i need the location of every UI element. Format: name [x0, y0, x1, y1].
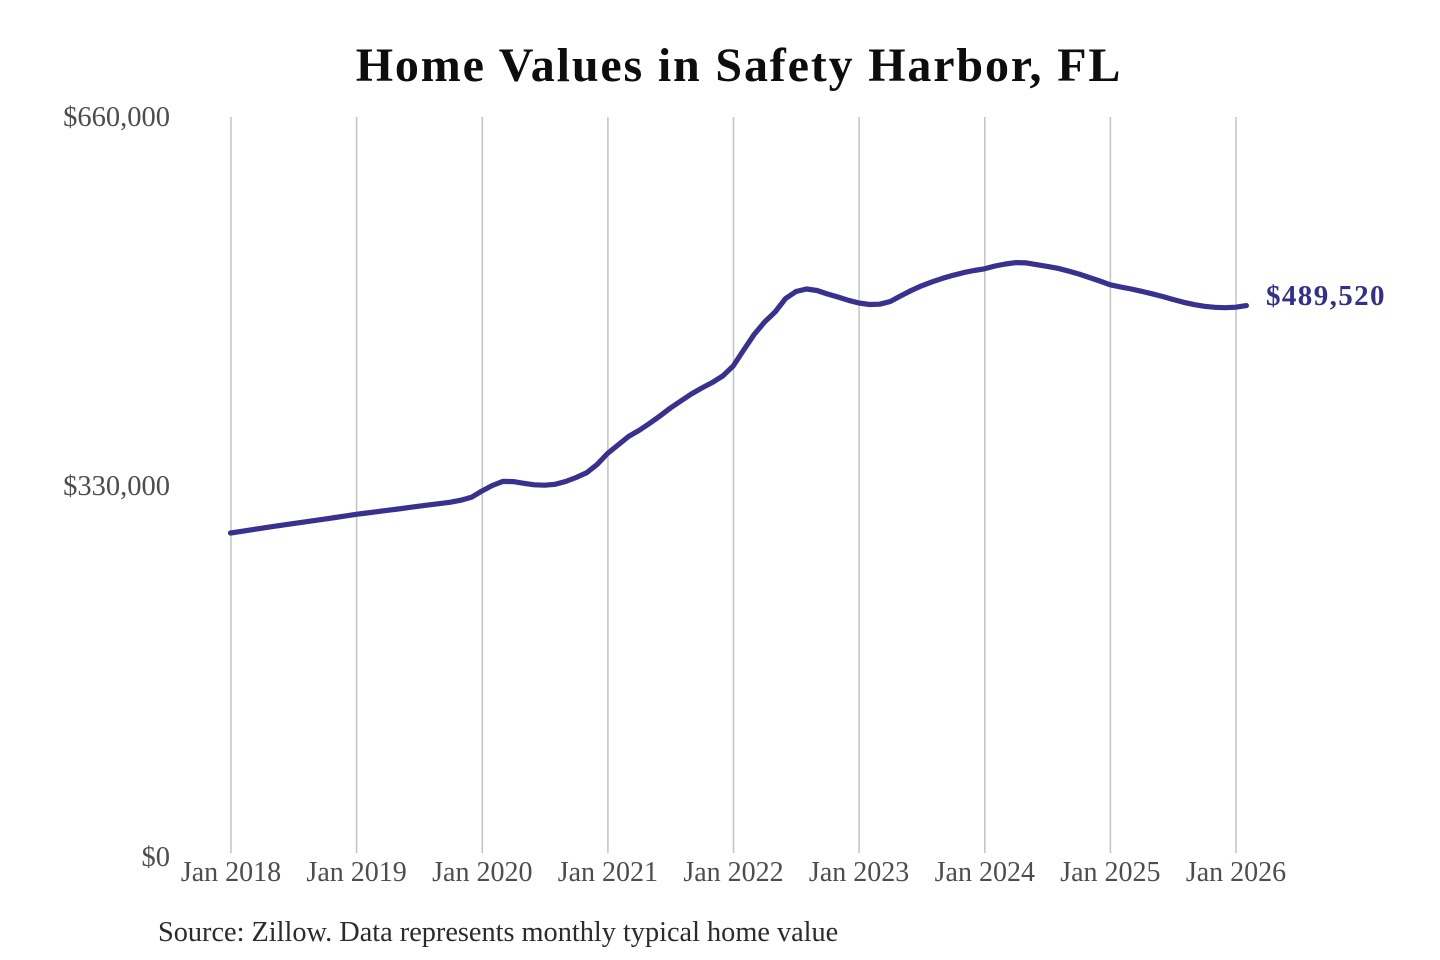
svg-text:$489,520: $489,520 [1266, 280, 1386, 312]
svg-text:Jan 2026: Jan 2026 [1186, 857, 1286, 888]
svg-text:Jan 2020: Jan 2020 [432, 857, 532, 888]
svg-text:Home Values in Safety Harbor,: Home Values in Safety Harbor, FL [356, 39, 1122, 92]
svg-text:Jan 2021: Jan 2021 [558, 857, 658, 888]
svg-text:$660,000: $660,000 [63, 102, 170, 133]
svg-text:Jan 2024: Jan 2024 [935, 857, 1035, 888]
svg-text:Source: Zillow. Data represent: Source: Zillow. Data represents monthly … [158, 917, 838, 948]
svg-text:$330,000: $330,000 [63, 471, 170, 502]
svg-text:Jan 2019: Jan 2019 [306, 857, 406, 888]
svg-text:$0: $0 [142, 842, 171, 873]
svg-text:Jan 2023: Jan 2023 [809, 857, 909, 888]
svg-text:Jan 2022: Jan 2022 [683, 857, 783, 888]
svg-text:Jan 2025: Jan 2025 [1060, 857, 1160, 888]
svg-text:Jan 2018: Jan 2018 [181, 857, 281, 888]
